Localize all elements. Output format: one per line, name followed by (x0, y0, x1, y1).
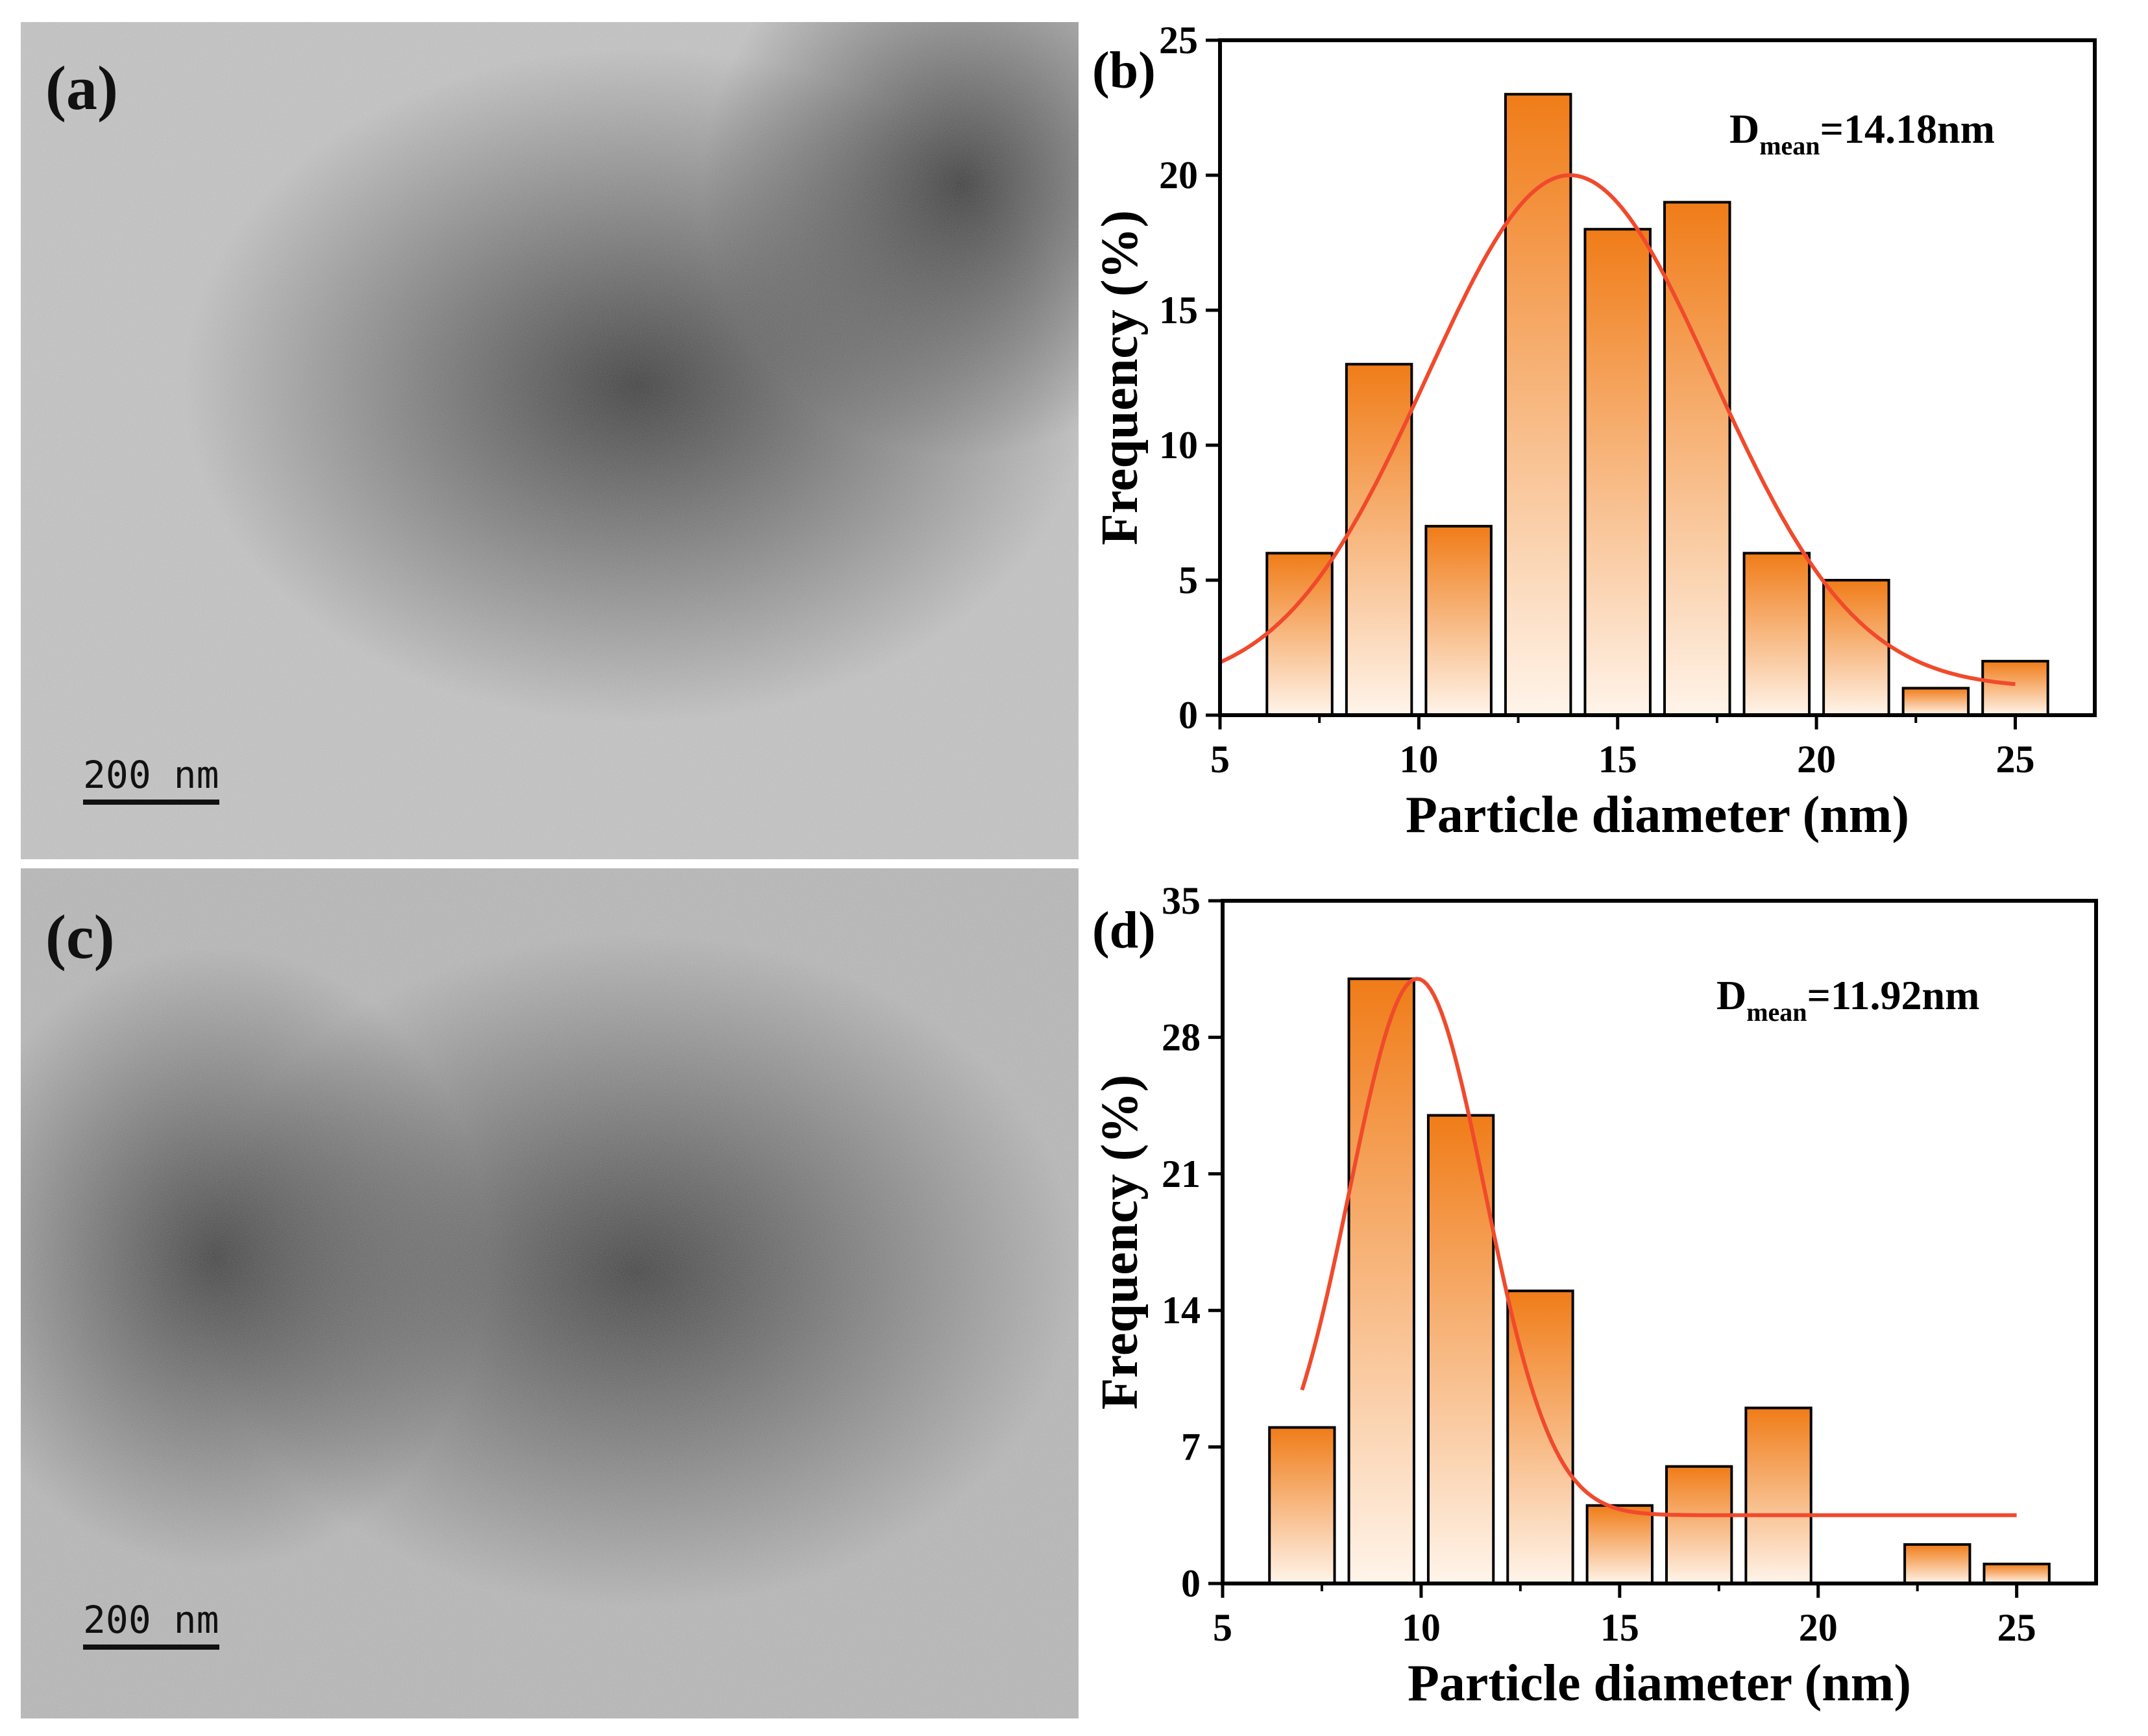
bar (1822, 579, 1890, 716)
mean-annotation: Dmean=14.18nm (1729, 106, 1995, 160)
bar (1981, 659, 2049, 716)
y-tick-label: 0 (1178, 694, 1198, 737)
y-tick-label: 28 (1162, 1016, 1201, 1058)
x-tick-label: 25 (1997, 1606, 2036, 1649)
bar (1426, 1114, 1495, 1585)
y-tick-label: 25 (1159, 19, 1198, 62)
tem-image-c (21, 868, 1079, 1718)
x-tick-label: 5 (1210, 738, 1230, 781)
x-tick-label: 15 (1600, 1606, 1639, 1649)
bar (1583, 228, 1652, 716)
x-tick-label: 10 (1399, 738, 1438, 781)
tem-image-a (21, 22, 1079, 859)
bar (1504, 93, 1572, 716)
bar (1265, 552, 1334, 717)
fit-curve (1300, 977, 2017, 1517)
scale-label-c: 200 nm (83, 1598, 219, 1642)
x-axis-label: Particle diameter (nm) (1408, 1655, 1911, 1712)
y-tick-label: 35 (1162, 879, 1201, 922)
tem-texture-c (21, 868, 1079, 1718)
panel-label-a: (a) (45, 53, 118, 123)
fit-curve (1219, 173, 2016, 687)
bar (1983, 1562, 2051, 1585)
bar (1901, 687, 1970, 717)
x-tick-label: 15 (1598, 738, 1637, 781)
bar (1268, 1426, 1336, 1585)
tem-texture-a (21, 22, 1079, 859)
y-axis-label: Frequency (%) (1092, 210, 1149, 545)
panel-label: (b) (1092, 42, 1156, 99)
y-tick-label: 7 (1181, 1426, 1201, 1469)
scale-bar-a (83, 800, 219, 805)
y-tick-label: 10 (1159, 424, 1198, 467)
bar (1742, 552, 1811, 717)
panel-label: (d) (1092, 902, 1156, 959)
y-tick-label: 21 (1162, 1153, 1201, 1195)
x-tick-label: 25 (1995, 738, 2034, 781)
bar (1424, 524, 1493, 716)
bar (1665, 1465, 1733, 1585)
scale-label-a: 200 nm (83, 753, 219, 797)
x-tick-label: 20 (1797, 738, 1836, 781)
y-axis-label: Frequency (%) (1092, 1075, 1149, 1410)
bar (1585, 1504, 1654, 1585)
y-tick-label: 0 (1181, 1562, 1201, 1605)
y-tick-label: 15 (1159, 289, 1198, 332)
panel-label-c: (c) (45, 902, 115, 972)
x-axis-label: Particle diameter (nm) (1406, 787, 1909, 844)
bar (1347, 977, 1415, 1585)
bar (1744, 1406, 1812, 1585)
x-tick-label: 20 (1799, 1606, 1838, 1649)
mean-annotation: Dmean=11.92nm (1716, 972, 1979, 1027)
chart-d: 5 10 15 20 25 0 7 14 21 28 35 Particle diameter (nm… (1092, 879, 2098, 1712)
y-tick-label: 5 (1178, 559, 1198, 602)
plot-frame (1221, 899, 2098, 1585)
bar (1345, 363, 1413, 716)
plot-frame (1218, 38, 2097, 717)
scale-bar-c (83, 1644, 219, 1650)
bar (1663, 201, 1731, 717)
bar (1903, 1543, 1971, 1585)
x-tick-label: 10 (1402, 1606, 1441, 1649)
y-tick-label: 20 (1159, 154, 1198, 197)
x-tick-label: 5 (1213, 1606, 1232, 1649)
y-tick-label: 14 (1162, 1289, 1201, 1332)
